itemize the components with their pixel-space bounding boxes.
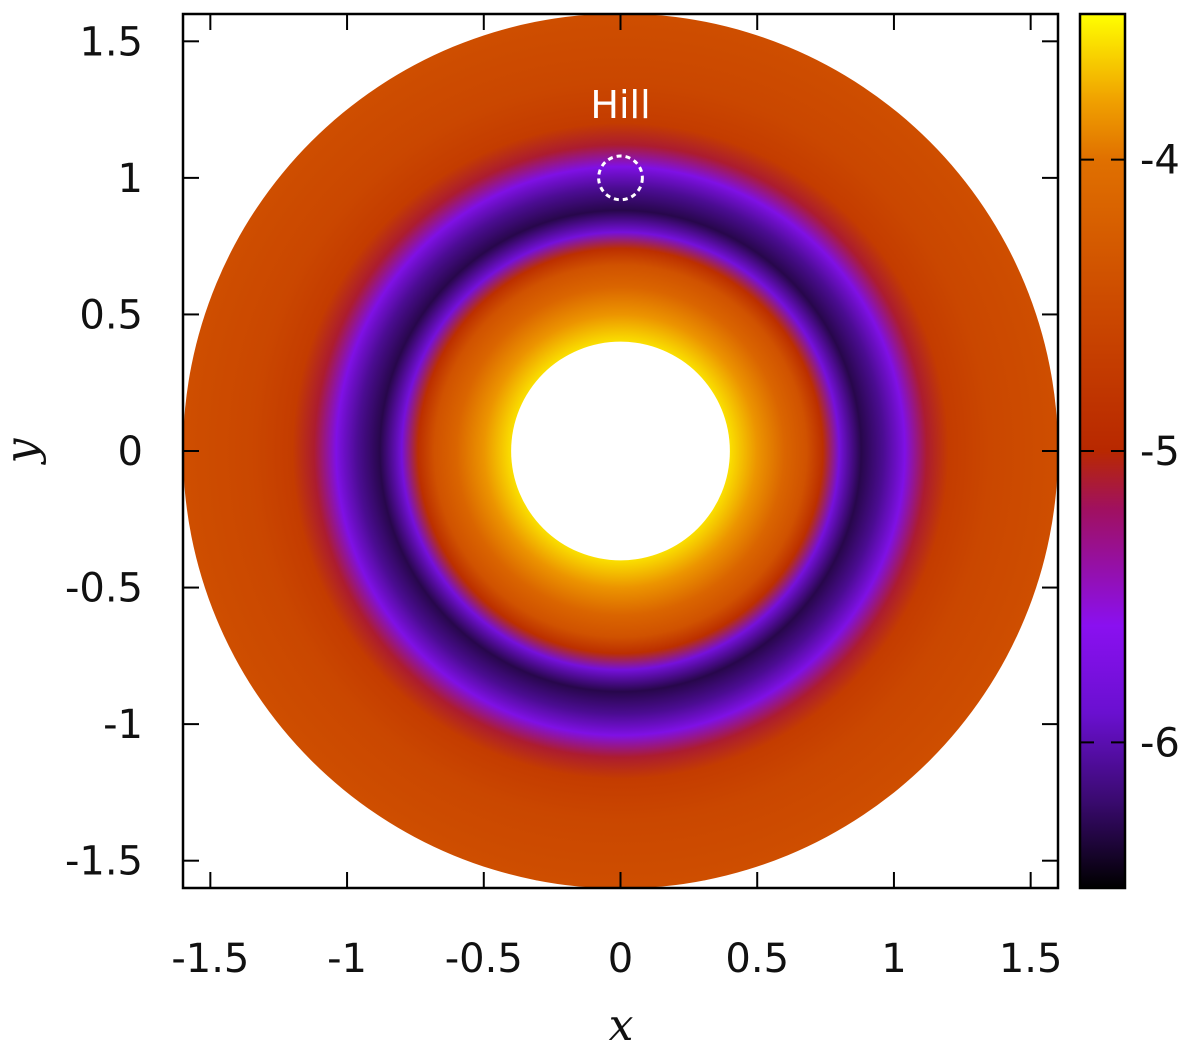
y-tick-label: 0.5 (79, 292, 143, 338)
annotation: Hill (590, 83, 650, 127)
hill-sphere (597, 154, 644, 202)
colorbar-tick-label: -4 (1140, 138, 1180, 184)
x-tick-label: 1.5 (999, 936, 1063, 982)
inner-hole (511, 341, 730, 561)
x-tick-label: 0.5 (725, 936, 789, 982)
y-axis-label: y (0, 437, 47, 465)
y-tick-label: -0.5 (65, 566, 143, 612)
x-tick-label: -1 (327, 936, 367, 982)
x-tick-label: -1.5 (171, 936, 249, 982)
x-axis-label: x (609, 1000, 634, 1051)
x-tick-label: -0.5 (445, 936, 523, 982)
colorbar-tick-label: -6 (1140, 720, 1180, 766)
x-tick-label: 0 (608, 936, 633, 982)
y-tick-label: 0 (118, 429, 143, 475)
y-tick-label: 1 (118, 156, 143, 202)
x-tick-label: 1 (881, 936, 906, 982)
y-tick-label: -1 (103, 702, 143, 748)
y-tick-label: -1.5 (65, 839, 143, 885)
y-tick-label: 1.5 (79, 19, 143, 65)
colorbar-tick-label: -5 (1140, 429, 1180, 475)
